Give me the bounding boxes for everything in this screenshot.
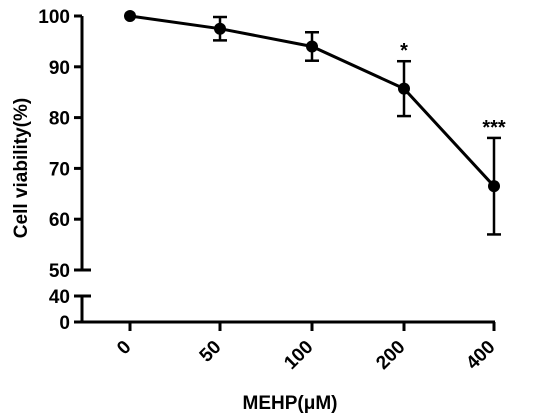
x-axis-title: MEHP(μM)	[243, 393, 338, 414]
data-point	[488, 180, 500, 193]
data-point	[124, 10, 136, 22]
y-tick-label: 50	[49, 261, 70, 282]
x-tick-label: 100	[280, 337, 317, 374]
y-tick-label: 0	[59, 313, 70, 334]
y-axis-title: Cell viability(%)	[11, 98, 32, 238]
significance-marker: *	[400, 40, 408, 62]
series	[124, 10, 501, 236]
y-tick-label: 100	[38, 7, 70, 28]
y-tick-label: 90	[49, 58, 70, 79]
y-tick-label: 60	[49, 210, 70, 231]
significance-marker: ***	[482, 117, 506, 139]
y-axis-lower: 040	[49, 287, 91, 334]
data-point	[398, 82, 410, 95]
x-tick-label: 50	[196, 337, 226, 367]
x-axis: 0 50 100 200 400	[82, 320, 500, 374]
x-tick-label: 200	[372, 337, 409, 374]
data-point	[214, 22, 226, 35]
y-axis-upper: 50 60 70 80 90 100	[38, 7, 91, 282]
labels: ****Cell viability(%)MEHP(μM)	[11, 40, 506, 414]
y-tick-label: 80	[49, 109, 70, 130]
x-tick-label: 0	[113, 337, 135, 359]
x-tick-label: 400	[462, 337, 499, 374]
y-tick-label: 40	[49, 287, 70, 308]
y-tick-label: 70	[49, 159, 70, 180]
data-point	[306, 40, 318, 53]
